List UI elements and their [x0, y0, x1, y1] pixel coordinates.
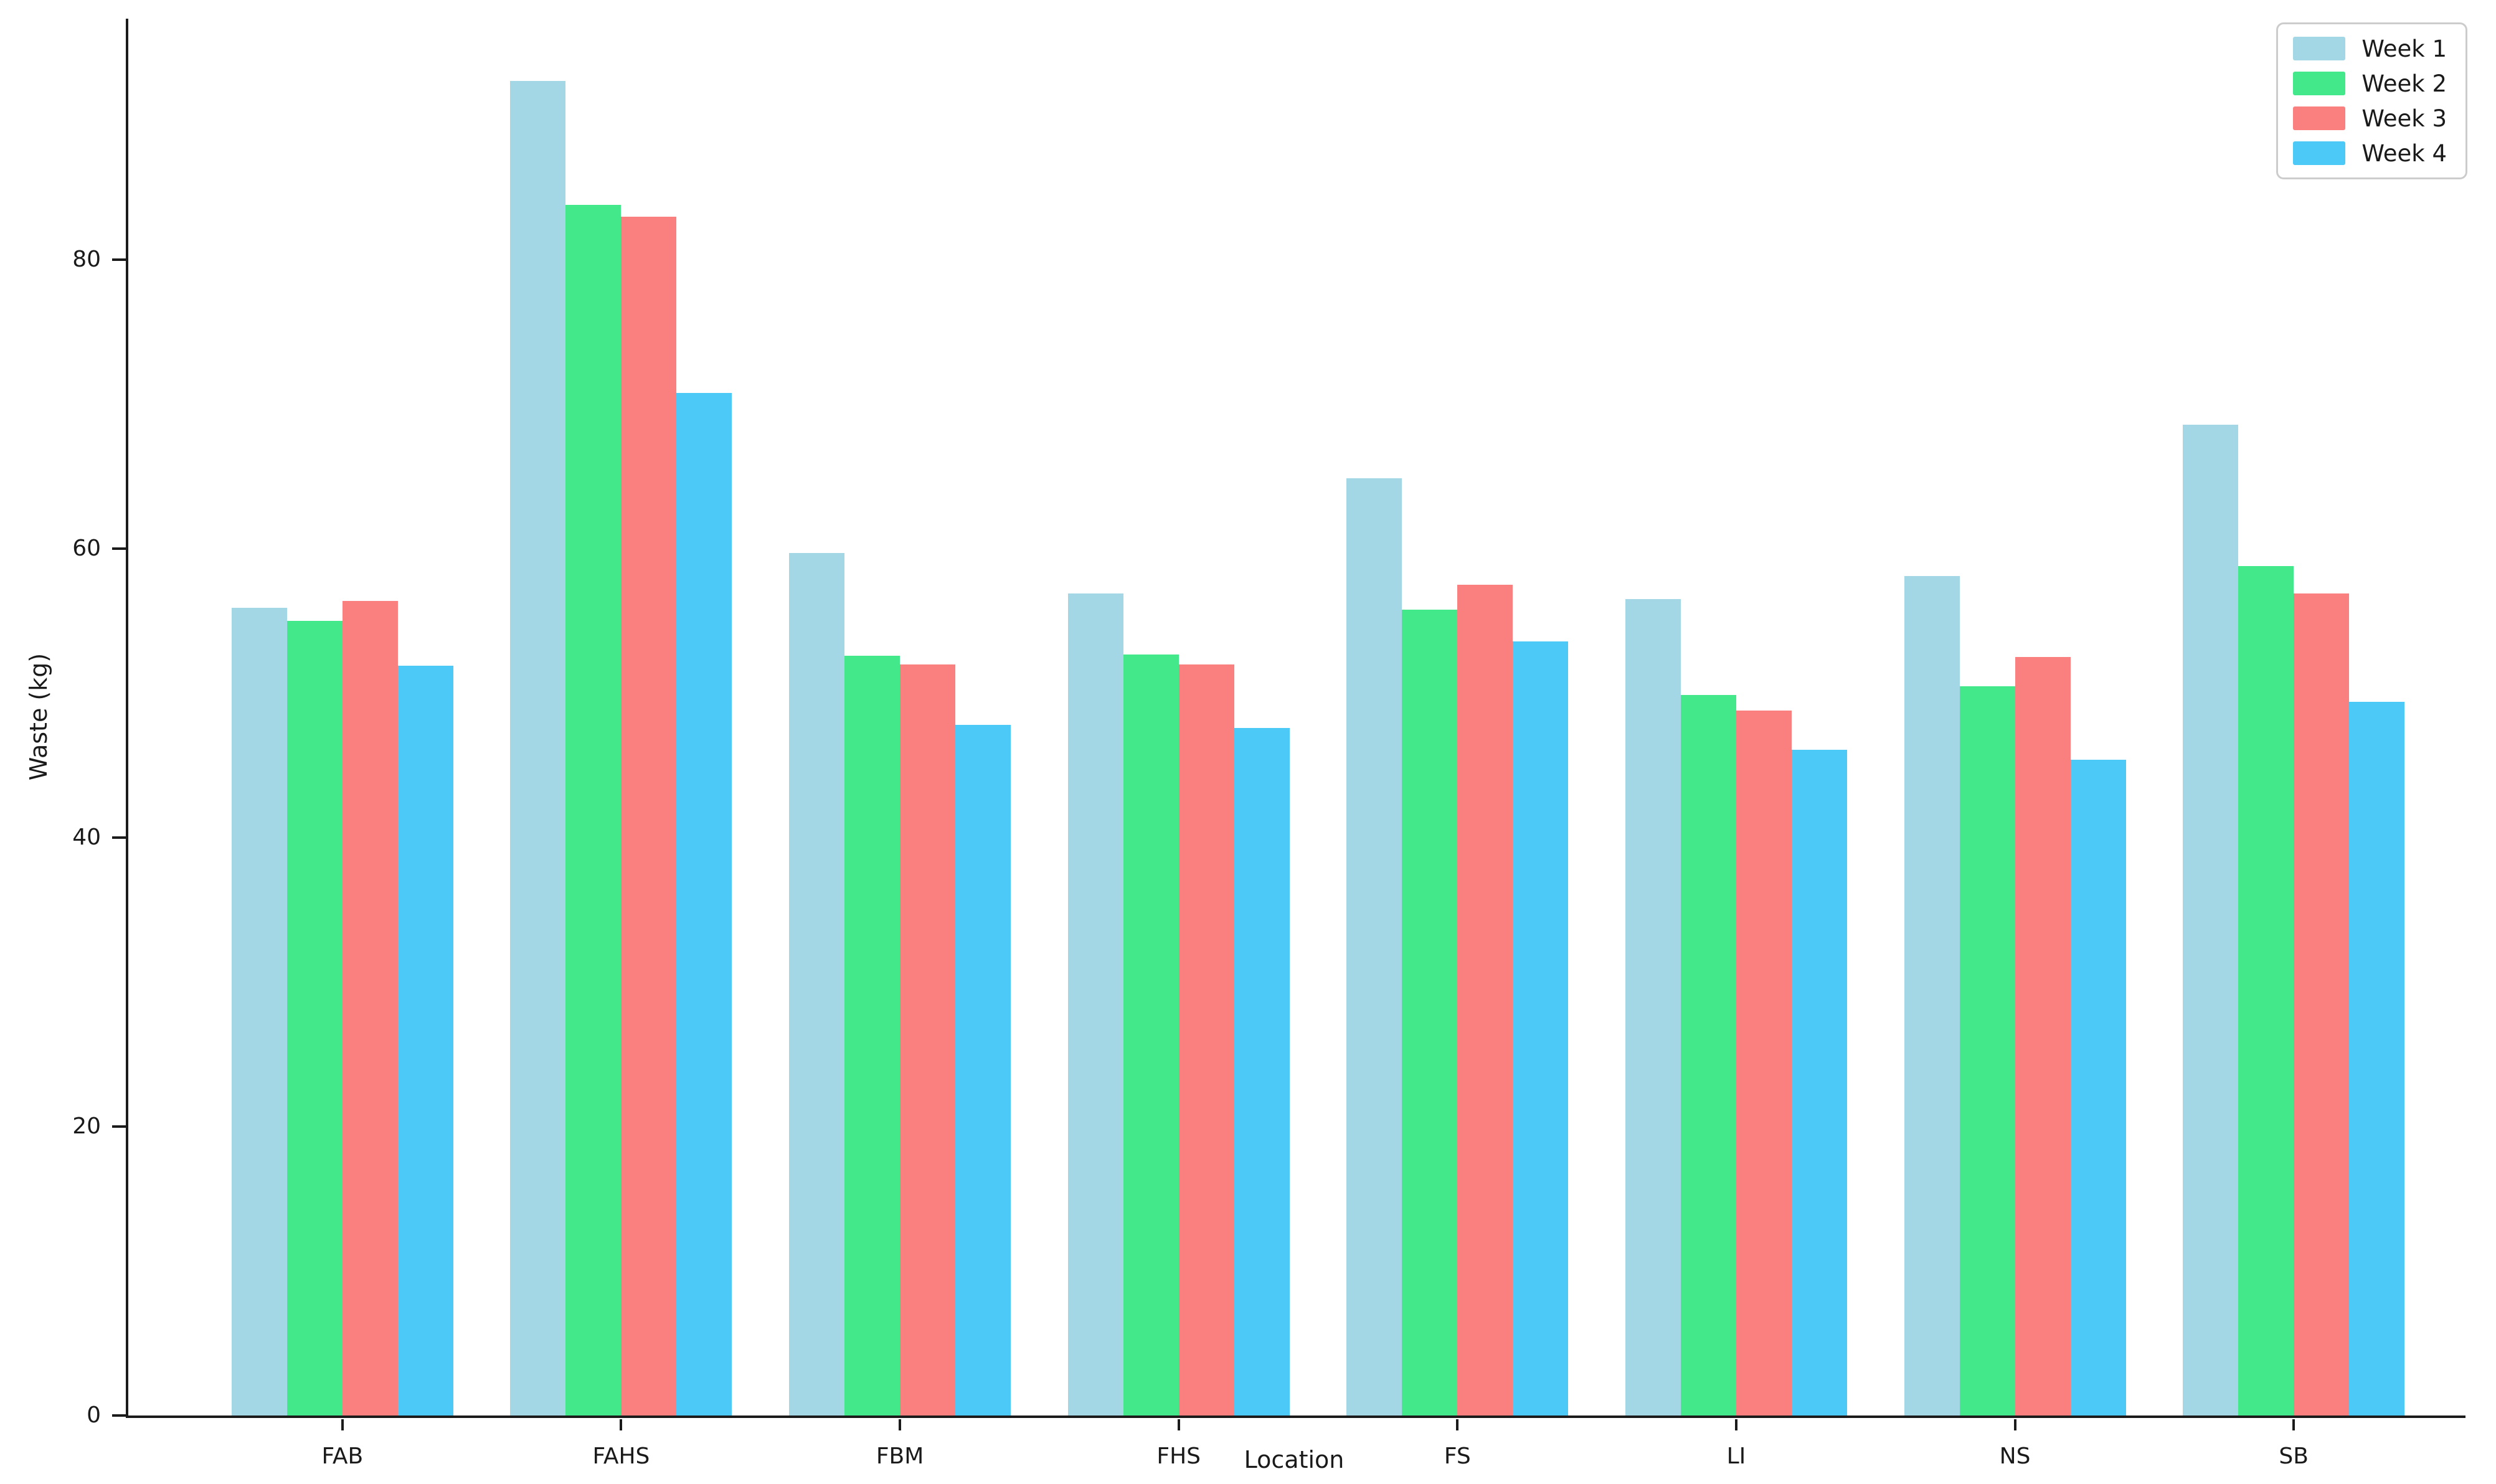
bar-group: FAB	[203, 19, 482, 1468]
bar-week-1	[789, 553, 845, 1415]
y-axis-tick-label: 40	[72, 825, 101, 851]
y-axis-tick-mark	[112, 836, 126, 839]
x-axis-tick-mark	[1177, 1419, 1180, 1430]
bar-week-2	[844, 655, 901, 1415]
bar-group: NS	[1876, 19, 2155, 1468]
x-axis-tick-mark	[341, 1419, 344, 1430]
bar-week-4	[397, 666, 453, 1415]
legend-swatch	[2293, 37, 2346, 60]
y-axis-tick-mark	[112, 547, 126, 551]
y-axis-tick-label: 0	[87, 1402, 101, 1428]
bar-week-4	[676, 392, 732, 1415]
legend-swatch	[2293, 72, 2346, 95]
x-axis-tick-label: FAHS	[592, 1444, 650, 1469]
bar-week-4	[1234, 727, 1290, 1415]
y-axis-title: Waste (kg)	[25, 653, 52, 781]
bar-week-4	[2349, 702, 2405, 1415]
bar-group: LI	[1597, 19, 1876, 1468]
bar-week-4	[1791, 749, 1847, 1415]
legend-item: Week 4	[2293, 141, 2447, 165]
legend-item-label: Week 2	[2361, 70, 2447, 97]
x-axis-tick-label: FHS	[1156, 1444, 1201, 1469]
bar-week-3	[342, 600, 398, 1415]
y-axis-tick-label: 20	[72, 1113, 101, 1140]
x-axis-tick-label: FBM	[876, 1444, 924, 1469]
y-axis-tick-mark	[112, 1125, 126, 1128]
bar-week-2	[286, 621, 343, 1415]
bar-week-2	[1680, 694, 1736, 1415]
bar-week-3	[1178, 664, 1234, 1415]
x-axis-tick-mark	[2292, 1419, 2295, 1430]
x-axis-title: Location	[1244, 1446, 1345, 1473]
bar-week-1	[231, 608, 287, 1415]
bar-week-2	[1959, 686, 2015, 1415]
y-axis-tick-label: 60	[72, 536, 101, 562]
bar-week-3	[900, 664, 956, 1415]
x-axis-tick-label: NS	[1999, 1444, 2031, 1469]
bar-week-2	[1123, 654, 1179, 1415]
bar-week-1	[2183, 424, 2239, 1415]
bar-week-3	[621, 216, 677, 1415]
bar-week-1	[1346, 478, 1402, 1415]
x-axis-tick-mark	[2013, 1419, 2016, 1430]
legend-item-label: Week 1	[2361, 35, 2447, 62]
bars-container: FAB FAHS FBM FHS FS LI NS SB	[128, 19, 2465, 1468]
bar-week-1	[1904, 576, 1960, 1415]
x-axis-tick-mark	[620, 1419, 623, 1430]
plot-area: FAB FAHS FBM FHS FS LI NS SB 0 20 40 60 80	[72, 19, 2465, 1468]
legend-item: Week 1	[2293, 37, 2447, 60]
x-axis-tick-label: SB	[2279, 1444, 2309, 1469]
bar-week-4	[955, 725, 1011, 1415]
bar-week-2	[1402, 609, 1458, 1415]
x-axis-tick-label: LI	[1726, 1444, 1746, 1469]
bar-group: FAHS	[482, 19, 761, 1468]
bar-week-1	[510, 80, 566, 1415]
legend: Week 1 Week 2 Week 3 Week 4	[2276, 22, 2467, 179]
legend-item: Week 2	[2293, 72, 2447, 95]
bar-week-4	[1513, 641, 1569, 1415]
bar-group: FHS	[1039, 19, 1318, 1468]
bar-week-3	[1457, 585, 1513, 1415]
bar-week-4	[2070, 759, 2126, 1415]
legend-item-label: Week 3	[2361, 105, 2447, 132]
legend-swatch	[2293, 106, 2346, 130]
x-axis-tick-mark	[899, 1419, 902, 1430]
bar-week-3	[2015, 657, 2071, 1415]
legend-swatch	[2293, 141, 2346, 165]
bar-week-2	[565, 205, 622, 1415]
legend-item-label: Week 4	[2361, 139, 2447, 167]
bar-week-2	[2238, 566, 2294, 1415]
y-axis-tick-label: 80	[72, 247, 101, 273]
x-axis-tick-mark	[1456, 1419, 1459, 1430]
y-axis-tick-mark	[112, 258, 126, 262]
bar-group: SB	[2154, 19, 2433, 1468]
x-axis-tick-mark	[1734, 1419, 1737, 1430]
x-axis-tick-label: FS	[1444, 1444, 1471, 1469]
y-axis-tick-mark	[112, 1414, 126, 1417]
bar-group: FBM	[760, 19, 1039, 1468]
bar-group: FS	[1318, 19, 1597, 1468]
x-axis-tick-label: FAB	[321, 1444, 364, 1469]
bar-week-1	[1067, 593, 1123, 1415]
bar-week-3	[2294, 593, 2350, 1415]
legend-item: Week 3	[2293, 106, 2447, 130]
bar-week-1	[1625, 599, 1681, 1415]
bar-week-3	[1736, 711, 1792, 1415]
